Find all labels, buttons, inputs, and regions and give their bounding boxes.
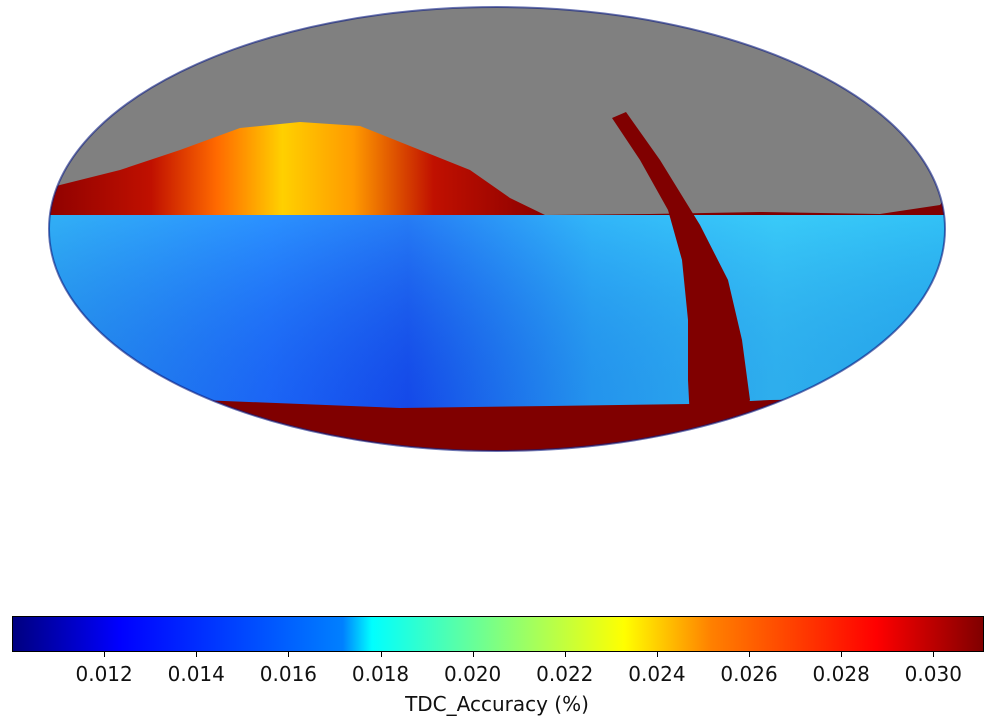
colorbar-tick-mark (564, 652, 566, 657)
colorbar-tick-label: 0.024 (628, 662, 686, 686)
colorbar-tick-label: 0.014 (167, 662, 225, 686)
colorbar-tick-label: 0.012 (75, 662, 133, 686)
saturated-stripe (612, 112, 750, 420)
colorbar (12, 616, 984, 652)
colorbar-tick-mark (656, 652, 658, 657)
map-outline (48, 6, 946, 452)
colorbar-tick-mark (380, 652, 382, 657)
colorbar-tick-label: 0.016 (259, 662, 318, 686)
colorbar-tick-mark (933, 652, 935, 657)
colorbar-tick-mark (196, 652, 198, 657)
colorbar-tick-mark (472, 652, 474, 657)
colorbar-tick-label: 0.028 (812, 662, 870, 686)
colorbar-tick-label: 0.020 (444, 662, 502, 686)
colorbar-label: TDC_Accuracy (%) (405, 692, 589, 716)
colorbar-tick-mark (841, 652, 843, 657)
southern-field-shading (49, 215, 945, 410)
north-high-accuracy-band (49, 122, 545, 215)
colorbar-tick-label: 0.022 (536, 662, 594, 686)
colorbar-tick-label: 0.026 (720, 662, 778, 686)
equator-northern-edge (545, 180, 945, 215)
colorbar-tick-label: 0.030 (904, 662, 962, 686)
colorbar-tick-label: 0.018 (351, 662, 410, 686)
colorbar-tick-mark (104, 652, 106, 657)
sky-map (48, 6, 946, 452)
colorbar-tick-mark (288, 652, 290, 657)
colorbar-tick-mark (749, 652, 751, 657)
southern-edge-band (49, 398, 945, 451)
colorbar-ticks: 0.012 0.014 0.016 0.018 0.020 0.022 0.024 0.026… (12, 652, 984, 692)
